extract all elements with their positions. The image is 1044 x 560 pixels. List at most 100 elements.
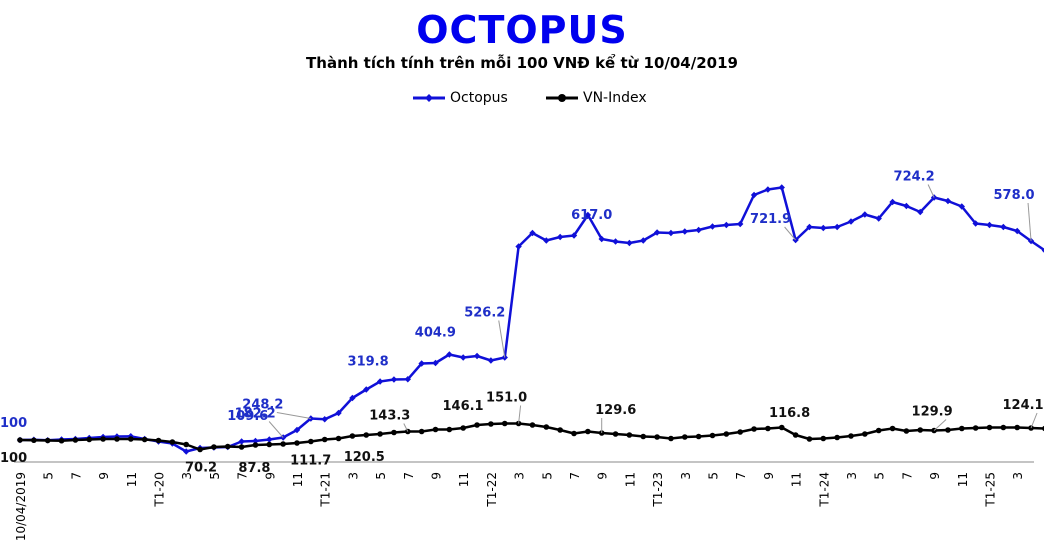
data-point-octopus xyxy=(584,211,592,219)
data-point-vnindex xyxy=(1000,424,1007,431)
data-point-vnindex xyxy=(72,437,79,443)
data-point-vnindex xyxy=(501,420,508,427)
data-point-octopus xyxy=(778,184,785,191)
data-label-octopus: 319.8 xyxy=(348,355,389,370)
x-tick-label: 9 xyxy=(928,472,942,480)
data-point-octopus xyxy=(418,360,425,367)
data-point-octopus xyxy=(390,376,398,383)
x-tick-label: 9 xyxy=(596,472,610,480)
data-point-vnindex xyxy=(460,425,467,431)
data-point-vnindex xyxy=(377,431,383,437)
x-tick-label: 11 xyxy=(457,472,471,487)
data-point-vnindex xyxy=(543,424,550,430)
data-point-octopus xyxy=(515,243,522,250)
data-point-vnindex xyxy=(945,427,951,433)
x-tick-label: 9 xyxy=(762,472,776,480)
data-point-vnindex xyxy=(391,429,397,436)
data-point-vnindex xyxy=(654,434,660,440)
data-label-octopus: 578.0 xyxy=(993,188,1034,203)
data-label-vnindex: 87.8 xyxy=(238,461,270,476)
data-point-vnindex xyxy=(709,432,716,439)
data-point-octopus xyxy=(612,238,619,245)
x-tick-label: 11 xyxy=(291,472,305,487)
data-point-vnindex xyxy=(695,433,702,440)
data-point-vnindex xyxy=(723,431,730,437)
data-point-vnindex xyxy=(806,436,813,442)
data-point-octopus xyxy=(750,191,758,199)
x-tick-label: 9 xyxy=(430,472,444,480)
x-tick-label: 5 xyxy=(374,472,388,480)
data-point-octopus xyxy=(681,228,688,235)
data-point-vnindex xyxy=(737,429,743,435)
data-point-vnindex xyxy=(778,424,785,431)
label-leader-line xyxy=(403,423,409,432)
data-point-vnindex xyxy=(959,425,965,432)
data-point-vnindex xyxy=(612,431,619,437)
label-leader-line xyxy=(268,421,284,438)
legend-label-vnindex: VN-Index xyxy=(583,90,647,106)
data-point-vnindex xyxy=(238,444,245,450)
data-label-vnindex: 143.3 xyxy=(369,409,410,424)
data-point-octopus xyxy=(847,218,855,225)
data-point-octopus xyxy=(321,416,328,423)
legend-swatch-vnindex xyxy=(546,94,578,102)
data-point-vnindex xyxy=(211,444,217,450)
data-point-vnindex xyxy=(765,425,771,432)
data-point-vnindex xyxy=(848,433,854,439)
data-point-octopus xyxy=(598,235,605,243)
data-point-vnindex xyxy=(141,436,148,443)
data-point-octopus xyxy=(1014,227,1021,235)
x-tick-label: 3 xyxy=(346,472,360,480)
label-leader-line xyxy=(498,320,506,358)
data-point-vnindex xyxy=(626,432,633,438)
data-point-octopus xyxy=(1000,223,1007,231)
data-point-vnindex xyxy=(972,425,979,431)
data-label-octopus: 617.0 xyxy=(571,208,612,223)
x-tick-label: T1-23 xyxy=(651,472,665,508)
data-point-octopus xyxy=(376,378,384,385)
x-tick-label: 3 xyxy=(513,472,527,480)
x-tick-label: 3 xyxy=(180,472,194,480)
data-point-vnindex xyxy=(557,427,563,433)
data-point-vnindex xyxy=(488,421,494,427)
data-point-octopus xyxy=(986,221,993,229)
data-point-octopus xyxy=(487,357,495,364)
x-tick-label: 3 xyxy=(1011,472,1025,480)
data-label-vnindex: 129.6 xyxy=(595,403,636,418)
data-point-vnindex xyxy=(432,426,439,433)
x-tick-label: 7 xyxy=(402,472,416,480)
data-point-vnindex xyxy=(571,430,577,437)
data-point-vnindex xyxy=(751,426,757,432)
data-point-vnindex xyxy=(280,441,286,447)
x-tick-label: 10/04/2019 xyxy=(14,472,28,541)
data-point-vnindex xyxy=(903,428,910,434)
label-leader-line xyxy=(1030,412,1038,429)
data-point-octopus xyxy=(556,233,564,241)
data-point-vnindex xyxy=(183,441,189,448)
data-point-octopus xyxy=(238,438,245,445)
data-point-octopus xyxy=(806,223,813,231)
data-point-octopus xyxy=(917,208,924,216)
data-label-vnindex: 70.2 xyxy=(185,461,217,476)
x-tick-label: T1-24 xyxy=(817,472,831,508)
data-point-vnindex xyxy=(169,439,176,445)
data-label-vnindex: 124.1 xyxy=(1002,398,1043,413)
data-point-vnindex xyxy=(1014,424,1020,431)
data-label-octopus: 109.6 xyxy=(227,409,268,424)
data-point-octopus xyxy=(404,376,411,383)
data-point-octopus xyxy=(709,223,716,230)
x-tick-label: 5 xyxy=(707,472,721,480)
data-point-vnindex xyxy=(834,434,840,441)
series-line-octopus xyxy=(19,186,1044,453)
data-label-octopus: 182.2 xyxy=(235,407,276,422)
label-leader-line xyxy=(518,405,522,424)
data-point-octopus xyxy=(972,220,979,227)
data-point-vnindex xyxy=(294,440,300,446)
data-point-vnindex xyxy=(321,436,328,443)
data-label-vnindex: 100 xyxy=(0,451,27,466)
x-tick-label: 3 xyxy=(845,472,859,480)
data-label-vnindex: 111.7 xyxy=(290,454,331,469)
data-point-octopus xyxy=(875,215,882,222)
data-point-vnindex xyxy=(668,435,674,442)
data-point-octopus xyxy=(695,226,702,234)
